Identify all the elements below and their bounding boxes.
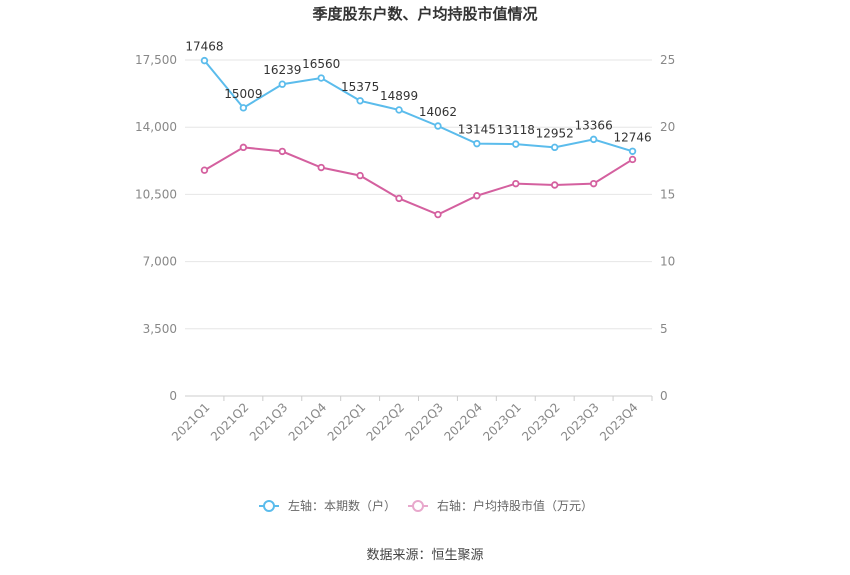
data-point-right[interactable] [589, 179, 598, 188]
data-point-right[interactable] [239, 143, 248, 152]
data-point-right[interactable] [317, 163, 325, 172]
x-axis-tick-label: 2021Q3 [247, 400, 291, 444]
left-axis-tick-label: 0 [169, 389, 177, 403]
data-point-left[interactable] [239, 104, 248, 112]
data-point-right[interactable] [434, 210, 442, 219]
x-axis-tick-label: 2023Q3 [558, 400, 602, 444]
x-axis-tick-label: 2021Q1 [169, 400, 213, 444]
series-layer [200, 56, 637, 219]
data-point-left[interactable] [512, 140, 520, 148]
data-point-left[interactable] [356, 97, 364, 105]
data-label: 16560 [302, 57, 340, 71]
x-axis-tick-label: 2023Q1 [480, 400, 524, 444]
data-label: 17468 [185, 40, 223, 54]
data-point-right[interactable] [278, 147, 286, 156]
right-axis-tick-label: 20 [660, 120, 675, 134]
data-point-left[interactable] [551, 143, 559, 152]
x-axis-tick-label: 2023Q4 [597, 400, 641, 444]
legend-item-right[interactable]: 右轴：户均持股市值（万元） [408, 498, 593, 513]
data-label: 15009 [224, 87, 262, 101]
data-point-left[interactable] [317, 74, 325, 82]
x-axis-tick-label: 2021Q4 [286, 400, 330, 444]
legend[interactable]: 左轴：本期数（户） 右轴：户均持股市值（万元） [259, 498, 593, 513]
data-point-left[interactable] [473, 139, 481, 148]
left-axis-tick-label: 14,000 [135, 120, 177, 134]
data-point-left[interactable] [628, 147, 637, 155]
data-label: 14899 [380, 89, 418, 103]
data-label: 15375 [341, 80, 379, 94]
x-axis-tick-label: 2021Q2 [208, 400, 252, 444]
data-point-left[interactable] [434, 122, 442, 130]
series-line-right [203, 146, 634, 216]
data-label: 13118 [497, 123, 535, 137]
x-axis-tick-label: 2022Q1 [325, 400, 369, 444]
x-axis-tick-label: 2022Q2 [364, 400, 408, 444]
legend-circle-icon-right [412, 500, 424, 512]
data-point-right[interactable] [512, 179, 520, 188]
data-point-right[interactable] [395, 194, 403, 203]
grid [185, 59, 652, 330]
x-axis-tick-label: 2022Q4 [441, 400, 485, 444]
x-axis-tick-label: 2022Q3 [403, 400, 447, 444]
data-point-left[interactable] [200, 56, 209, 65]
left-axis-tick-label: 17,500 [135, 53, 177, 67]
left-axis-tick-label: 7,000 [143, 255, 177, 269]
data-point-left[interactable] [589, 135, 598, 144]
data-point-left[interactable] [395, 106, 403, 114]
left-axis-tick-label: 10,500 [135, 187, 177, 201]
data-label: 16239 [263, 63, 301, 77]
data-label: 12952 [536, 126, 574, 140]
data-point-right[interactable] [200, 166, 209, 174]
chart-title: 季度股东户数、户均持股市值情况 [312, 5, 537, 23]
right-axis-tick-label: 0 [660, 389, 668, 403]
data-label: 13366 [575, 118, 613, 132]
data-label: 13145 [458, 123, 496, 137]
legend-item-left[interactable]: 左轴：本期数（户） [259, 498, 396, 513]
data-point-right[interactable] [551, 181, 559, 189]
data-point-left[interactable] [278, 80, 286, 88]
legend-circle-icon-left [263, 500, 275, 512]
data-label: 14062 [419, 105, 457, 119]
data-label: 12746 [613, 130, 651, 144]
legend-label-right: 右轴：户均持股市值（万元） [437, 498, 593, 513]
left-axis-tick-label: 3,500 [143, 322, 177, 336]
data-point-right[interactable] [356, 171, 364, 180]
right-axis-tick-label: 15 [660, 187, 675, 201]
data-point-right[interactable] [473, 192, 481, 200]
legend-label-left: 左轴：本期数（户） [288, 498, 396, 513]
x-axis-tick-label: 2023Q2 [519, 400, 563, 444]
series-line-left [203, 59, 633, 153]
source-note: 数据来源：恒生聚源 [366, 548, 483, 563]
data-point-right[interactable] [628, 155, 637, 164]
right-axis-tick-label: 25 [660, 53, 675, 67]
right-axis-tick-label: 10 [660, 255, 675, 269]
right-axis-tick-label: 5 [660, 322, 668, 336]
